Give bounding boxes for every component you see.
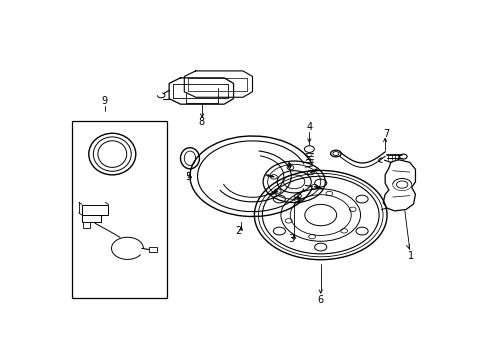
Text: 4: 4 (306, 122, 312, 132)
Bar (83, 222, 90, 228)
Text: 1: 1 (407, 251, 413, 261)
Bar (72, 121, 167, 298)
Text: 2: 2 (235, 226, 241, 236)
Text: 7: 7 (383, 129, 388, 139)
Text: 9: 9 (102, 96, 107, 107)
Bar (82, 204, 108, 215)
Bar (149, 247, 157, 252)
Text: 6: 6 (317, 294, 323, 305)
Text: 8: 8 (198, 117, 204, 127)
Text: 3: 3 (288, 234, 294, 244)
Text: 5: 5 (184, 172, 191, 183)
Bar (82, 215, 101, 222)
